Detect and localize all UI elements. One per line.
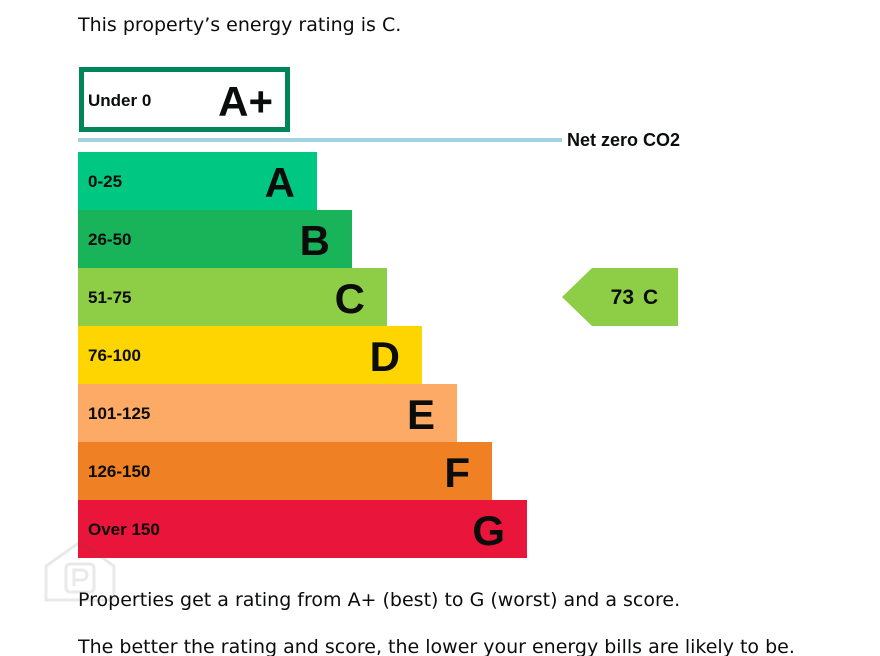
band-g-letter: G <box>472 507 505 554</box>
band-c-letter: C <box>335 275 365 322</box>
band-f-range: 126-150 <box>88 462 150 481</box>
band-d-bar <box>78 326 422 384</box>
band-a-bar <box>78 152 317 210</box>
rating-footnote: The better the rating and score, the low… <box>78 636 795 656</box>
current-rating-score: 73 <box>611 286 634 309</box>
band-c-bar <box>78 268 387 326</box>
rating-explanation: Properties get a rating from A+ (best) t… <box>78 589 681 611</box>
current-rating-arrow <box>562 268 678 326</box>
band-b-bar <box>78 210 352 268</box>
band-d-range: 76-100 <box>88 346 141 365</box>
band-a-range: 0-25 <box>88 172 122 191</box>
band-g-bar <box>78 500 527 558</box>
band-a-letter: A <box>265 159 295 206</box>
current-rating-letter: C <box>643 286 658 309</box>
band-e-letter: E <box>407 391 435 438</box>
band-g-range: Over 150 <box>88 520 160 539</box>
band-e-range: 101-125 <box>88 404 150 423</box>
band-aplus-letter: A+ <box>218 78 273 125</box>
band-f-bar <box>78 442 492 500</box>
band-e-bar <box>78 384 457 442</box>
watermark-logo <box>44 540 116 602</box>
band-f-letter: F <box>444 449 470 496</box>
net-zero-label: Net zero CO2 <box>567 130 680 150</box>
band-b-letter: B <box>300 217 330 264</box>
net-zero-line <box>78 138 562 142</box>
band-d-letter: D <box>370 333 400 380</box>
band-aplus-range: Under 0 <box>88 91 151 110</box>
band-b-range: 26-50 <box>88 230 131 249</box>
band-c-range: 51-75 <box>88 288 131 307</box>
energy-rating-intro: This property’s energy rating is C. <box>78 14 402 36</box>
band-aplus-box <box>79 67 290 132</box>
